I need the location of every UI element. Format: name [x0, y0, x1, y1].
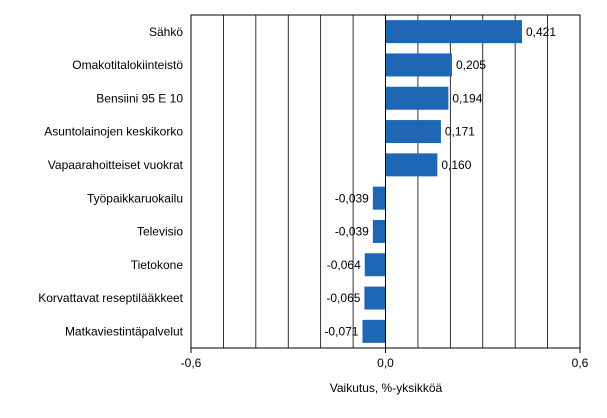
bar — [385, 20, 522, 44]
data-label: -0,039 — [335, 225, 369, 239]
bar — [372, 219, 386, 243]
data-label: -0,039 — [335, 191, 369, 205]
data-label: -0,071 — [324, 325, 358, 339]
bars — [362, 20, 522, 343]
data-label: -0,065 — [326, 291, 360, 305]
bar — [372, 186, 386, 210]
data-label: 0,421 — [526, 25, 556, 39]
category-labels: Sähkö Omakotitalokiinteistö Bensiini 95 E … — [38, 25, 183, 339]
category-label: Asuntolainojen keskikorko — [44, 125, 183, 139]
data-label: 0,205 — [456, 58, 486, 72]
value-labels: 0,421 0,205 0,194 0,171 0,160 -0,039 -0,039 -0,… — [324, 25, 556, 339]
category-label: Matkaviestintäpalvelut — [65, 325, 184, 339]
bar — [385, 86, 449, 110]
data-label: 0,160 — [441, 158, 471, 172]
x-axis-title: Vaikutus, %-yksikköä — [330, 381, 443, 395]
category-label: Korvattavat reseptilääkkeet — [38, 291, 183, 305]
category-label: Sähkö — [149, 25, 183, 39]
bar — [364, 286, 386, 310]
category-label: Bensiini 95 E 10 — [96, 91, 183, 105]
category-label: Televisio — [137, 225, 183, 239]
x-axis-ticks: -0,6 0,0 0,6 — [181, 348, 589, 370]
category-label: Työpaikkaruokailu — [87, 191, 183, 205]
data-label: 0,194 — [452, 91, 482, 105]
tick-label: 0,0 — [377, 356, 394, 370]
bar — [362, 319, 386, 343]
tick-label: 0,6 — [572, 356, 589, 370]
data-label: -0,064 — [327, 258, 361, 272]
bar — [385, 120, 441, 144]
bar — [385, 153, 438, 177]
category-label: Vapaarahoitteiset vuokrat — [48, 158, 184, 172]
bar — [364, 253, 386, 277]
tick-label: -0,6 — [181, 356, 202, 370]
plot-frame — [190, 14, 581, 349]
bar — [385, 53, 452, 77]
category-label: Omakotitalokiinteistö — [72, 58, 183, 72]
category-label: Tietokone — [131, 258, 184, 272]
data-label: 0,171 — [445, 125, 475, 139]
